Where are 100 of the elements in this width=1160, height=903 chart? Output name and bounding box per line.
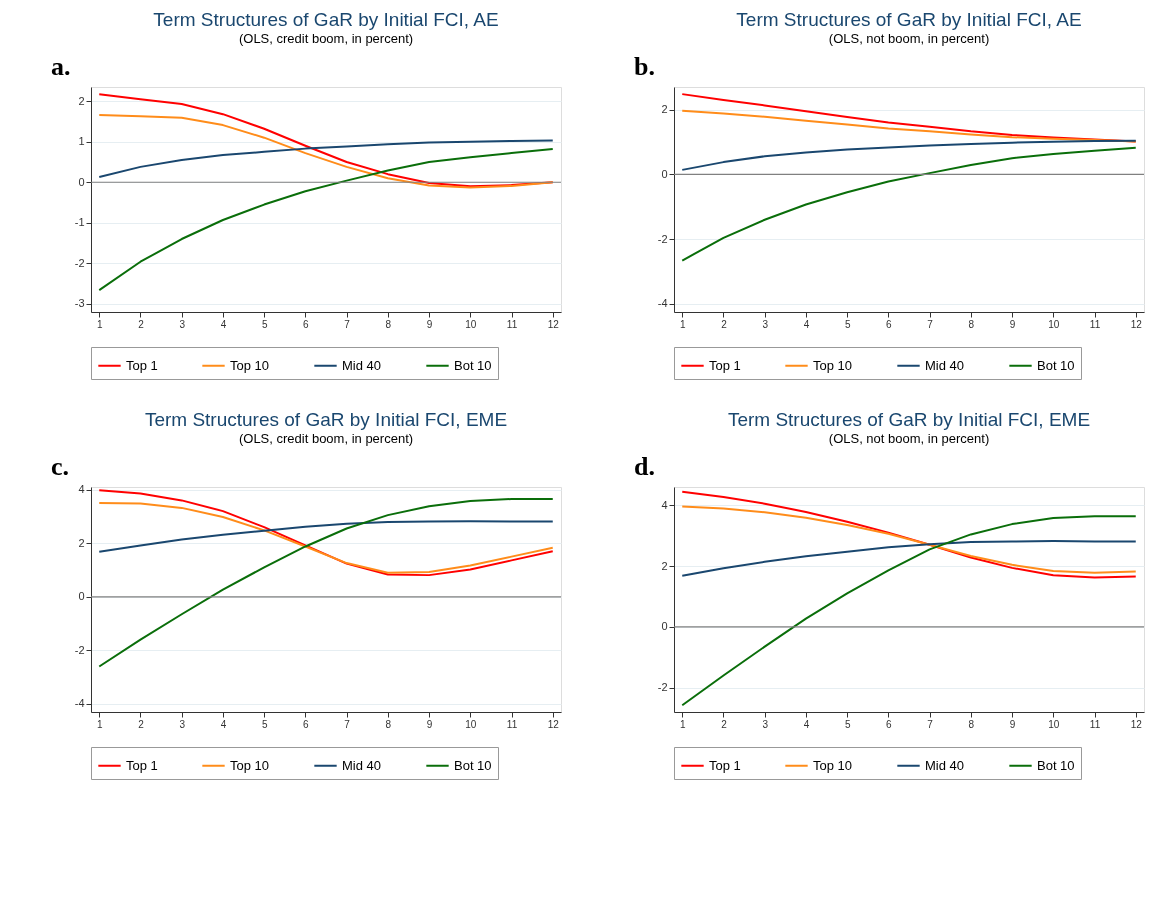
x-tick-label: 3 bbox=[179, 318, 186, 330]
line-series bbox=[681, 139, 1137, 171]
y-tick-label: 0 bbox=[78, 175, 85, 188]
x-tick-label: 7 bbox=[344, 718, 351, 730]
x-tick-label: 3 bbox=[762, 718, 769, 730]
y-tick-label: -2 bbox=[74, 256, 85, 269]
x-tick-label: 8 bbox=[968, 318, 975, 330]
chart-title: Term Structures of GaR by Initial FCI, EME bbox=[727, 409, 1091, 430]
x-tick-label: 12 bbox=[1130, 718, 1143, 730]
legend-label: Top 1 bbox=[709, 757, 741, 773]
x-tick-label: 7 bbox=[344, 318, 351, 330]
y-tick-label: -2 bbox=[74, 643, 85, 656]
legend-label: Top 1 bbox=[709, 357, 741, 373]
line-series bbox=[681, 540, 1137, 577]
x-tick-label: 11 bbox=[506, 318, 518, 330]
line-series bbox=[681, 146, 1137, 262]
x-tick-label: 6 bbox=[886, 318, 893, 330]
y-tick-label: -2 bbox=[657, 232, 668, 245]
y-tick-label: 2 bbox=[78, 94, 85, 107]
x-tick-label: 10 bbox=[1048, 318, 1060, 330]
x-tick-label: 9 bbox=[1009, 318, 1016, 330]
x-tick-label: 1 bbox=[679, 318, 686, 330]
x-tick-label: 8 bbox=[385, 718, 392, 730]
legend-label: Bot 10 bbox=[1037, 357, 1075, 373]
x-tick-label: 1 bbox=[96, 318, 103, 330]
chart-title: Term Structures of GaR by Initial FCI, EME bbox=[144, 409, 508, 430]
x-tick-label: 9 bbox=[1009, 718, 1016, 730]
x-tick-label: 11 bbox=[506, 718, 518, 730]
x-tick-label: 11 bbox=[1089, 718, 1101, 730]
legend-label: Top 1 bbox=[126, 357, 158, 373]
x-tick-label: 8 bbox=[968, 718, 975, 730]
line-series bbox=[681, 515, 1137, 707]
x-tick-label: 5 bbox=[261, 318, 268, 330]
line-series bbox=[98, 502, 554, 574]
x-tick-label: 4 bbox=[803, 318, 810, 330]
y-tick-label: 4 bbox=[661, 498, 668, 511]
x-tick-label: 4 bbox=[220, 718, 227, 730]
x-tick-label: 5 bbox=[844, 718, 851, 730]
legend-label: Top 10 bbox=[230, 357, 270, 373]
x-tick-label: 12 bbox=[547, 718, 560, 730]
chart-title: Term Structures of GaR by Initial FCI, AE bbox=[736, 9, 1082, 30]
legend-label: Mid 40 bbox=[925, 357, 965, 373]
x-tick-label: 7 bbox=[927, 718, 934, 730]
x-tick-label: 11 bbox=[1089, 318, 1101, 330]
line-series bbox=[98, 113, 554, 189]
x-tick-label: 7 bbox=[927, 318, 934, 330]
x-tick-label: 9 bbox=[426, 318, 433, 330]
x-tick-label: 10 bbox=[1048, 718, 1060, 730]
line-series bbox=[98, 520, 554, 553]
x-tick-label: 1 bbox=[96, 718, 103, 730]
text: a. bbox=[51, 52, 71, 81]
chart-title: Term Structures of GaR by Initial FCI, AE bbox=[153, 9, 499, 30]
line-series bbox=[98, 489, 554, 577]
x-tick-label: 2 bbox=[721, 718, 728, 730]
x-tick-label: 9 bbox=[426, 718, 433, 730]
x-tick-label: 4 bbox=[803, 718, 810, 730]
legend-label: Top 10 bbox=[230, 757, 270, 773]
x-tick-label: 1 bbox=[679, 718, 686, 730]
chart-subtitle: (OLS, not boom, in percent) bbox=[828, 431, 990, 446]
y-tick-label: 2 bbox=[661, 559, 668, 572]
legend-label: Bot 10 bbox=[454, 357, 492, 373]
x-tick-label: 8 bbox=[385, 318, 392, 330]
x-tick-label: 5 bbox=[261, 718, 268, 730]
x-tick-label: 6 bbox=[303, 318, 310, 330]
x-tick-label: 12 bbox=[547, 318, 560, 330]
y-tick-label: 1 bbox=[78, 135, 85, 148]
legend-label: Mid 40 bbox=[925, 757, 965, 773]
x-tick-label: 10 bbox=[465, 318, 477, 330]
legend-label: Top 10 bbox=[813, 357, 853, 373]
y-tick-label: 0 bbox=[661, 620, 668, 633]
line-series bbox=[98, 139, 554, 178]
legend-label: Bot 10 bbox=[454, 757, 492, 773]
text: c. bbox=[51, 452, 70, 481]
x-tick-label: 6 bbox=[303, 718, 310, 730]
legend-label: Bot 10 bbox=[1037, 757, 1075, 773]
y-tick-label: -4 bbox=[657, 297, 668, 310]
chart-subtitle: (OLS, not boom, in percent) bbox=[828, 31, 990, 46]
chart-subtitle: (OLS, credit boom, in percent) bbox=[238, 31, 414, 46]
chart-subtitle: (OLS, credit boom, in percent) bbox=[238, 431, 414, 446]
legend-label: Mid 40 bbox=[342, 357, 382, 373]
y-tick-label: -2 bbox=[657, 681, 668, 694]
y-tick-label: -3 bbox=[74, 297, 85, 310]
text: d. bbox=[634, 452, 655, 481]
text: b. bbox=[634, 52, 655, 81]
legend-label: Mid 40 bbox=[342, 757, 382, 773]
x-tick-label: 2 bbox=[721, 318, 728, 330]
x-tick-label: 2 bbox=[138, 718, 145, 730]
legend-label: Top 10 bbox=[813, 757, 853, 773]
x-tick-label: 2 bbox=[138, 318, 145, 330]
line-series bbox=[98, 148, 554, 292]
y-tick-label: 2 bbox=[661, 103, 668, 116]
y-tick-label: -1 bbox=[74, 216, 85, 229]
line-series bbox=[98, 498, 554, 668]
line-series bbox=[681, 490, 1137, 579]
x-tick-label: 3 bbox=[762, 318, 769, 330]
y-tick-label: -4 bbox=[74, 697, 85, 710]
y-tick-label: 4 bbox=[78, 483, 85, 496]
x-tick-label: 12 bbox=[1130, 318, 1143, 330]
y-tick-label: 0 bbox=[78, 590, 85, 603]
legend-label: Top 1 bbox=[126, 757, 158, 773]
